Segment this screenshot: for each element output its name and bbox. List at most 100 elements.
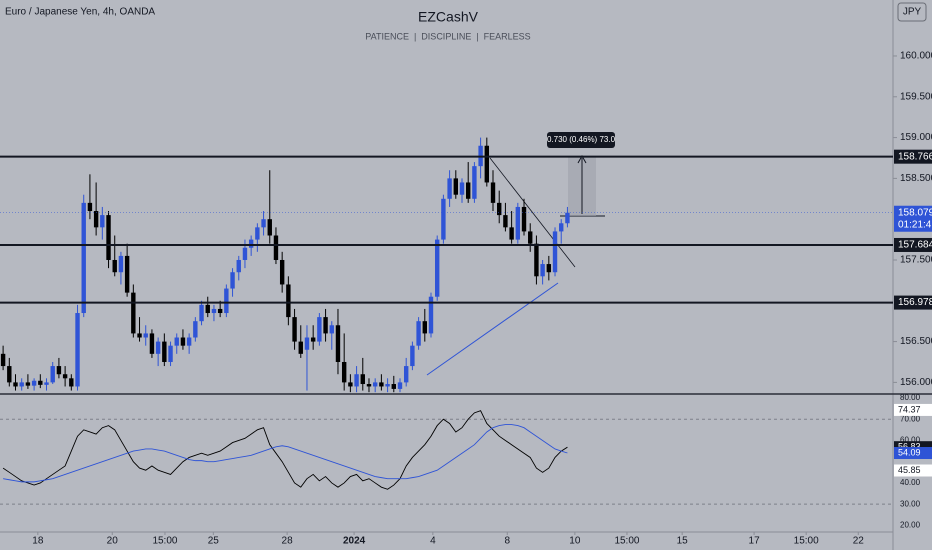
currency-button[interactable] xyxy=(897,2,927,22)
marker-label: 74.37 xyxy=(898,404,921,414)
x-tick-label: 15 xyxy=(677,536,689,547)
countdown: 01:21:41 xyxy=(898,219,932,230)
candle-body xyxy=(211,308,217,314)
x-tick-label: 8 xyxy=(504,536,510,547)
candle-body xyxy=(217,308,223,314)
rsi-tick-label: 70.00 xyxy=(900,414,921,423)
candle-body xyxy=(267,219,272,236)
candle-body xyxy=(397,382,403,389)
candle-body xyxy=(410,345,415,367)
y-tick-label: 160.000 xyxy=(900,51,932,62)
candle-body xyxy=(93,211,99,228)
x-tick-label: 25 xyxy=(208,536,220,547)
marker-box xyxy=(894,464,932,477)
candle-body xyxy=(559,223,564,232)
candle-body xyxy=(38,380,43,385)
level-label: 157.684 xyxy=(898,240,932,251)
candle-body xyxy=(515,206,521,240)
rsi-line xyxy=(3,424,568,483)
y-tick-label: 156.500 xyxy=(900,336,932,347)
x-tick-label: 17 xyxy=(749,536,761,547)
candle-body xyxy=(137,333,142,338)
candle-body xyxy=(44,382,49,385)
candle-body xyxy=(385,384,390,387)
candle-body xyxy=(360,374,365,385)
rsi-tick-label: 20.00 xyxy=(900,521,921,530)
y-tick-label: 159.000 xyxy=(900,132,932,143)
x-tick-label: 20 xyxy=(107,536,119,547)
candle-body xyxy=(31,380,37,386)
x-tick-label: 22 xyxy=(853,536,865,547)
candle-body xyxy=(540,264,545,277)
x-tick-label: 15:00 xyxy=(152,536,177,547)
candle-body xyxy=(69,378,74,387)
measure-label-box xyxy=(547,132,615,148)
candle-body xyxy=(50,366,55,383)
rsi-tick-label: 40.00 xyxy=(900,478,921,487)
x-tick-label: 28 xyxy=(282,536,294,547)
candle-body xyxy=(354,374,359,387)
level-label-box xyxy=(894,295,932,310)
candle-body xyxy=(372,382,378,387)
candle-body xyxy=(304,337,310,350)
x-tick-label: 10 xyxy=(569,536,581,547)
candle-body xyxy=(509,227,514,240)
candle-body xyxy=(317,317,322,342)
candle-body xyxy=(255,227,260,240)
candle-body xyxy=(416,321,421,346)
marker-box xyxy=(894,403,932,416)
y-tick-label: 156.000 xyxy=(900,377,932,388)
candle-body xyxy=(112,259,117,273)
candle-body xyxy=(335,325,341,362)
candle-body xyxy=(87,202,93,212)
candle-body xyxy=(124,255,130,293)
price-label: 158.079 xyxy=(898,207,932,218)
candle-body xyxy=(62,374,68,379)
candle-body xyxy=(379,382,384,387)
level-label: 158.766 xyxy=(898,151,932,162)
candle-body xyxy=(490,182,496,203)
x-tick-label: 4 xyxy=(430,536,436,547)
level-label-box xyxy=(894,149,932,164)
last-value-label: 56.83 xyxy=(898,442,921,452)
candle-body xyxy=(403,366,409,383)
currency[interactable]: JPY xyxy=(903,7,922,18)
candle-body xyxy=(261,219,266,228)
candle-body xyxy=(168,345,173,362)
last-value-box xyxy=(894,447,932,460)
candle-body xyxy=(497,202,502,216)
candle-body xyxy=(434,239,440,297)
candle-body xyxy=(528,231,533,244)
candle-body xyxy=(224,288,229,314)
candle-body xyxy=(391,384,396,389)
x-tick-label: 2024 xyxy=(343,536,366,547)
candle-body xyxy=(174,337,179,346)
candle-body xyxy=(472,166,477,199)
measure-label: 0.730 (0.46%) 73.0 xyxy=(547,135,616,144)
candle-body xyxy=(310,337,316,342)
trendline xyxy=(489,157,576,268)
level-label: 156.978 xyxy=(898,297,932,308)
candle-body xyxy=(286,284,291,318)
candle-body xyxy=(242,247,248,260)
y-tick-label: 158.500 xyxy=(900,173,932,184)
candle-body xyxy=(534,243,539,277)
subtitle: PATIENCE | DISCIPLINE | FEARLESS xyxy=(365,31,530,41)
rsi-tick-label: 30.00 xyxy=(900,499,921,508)
rsi-tick-label: 60.00 xyxy=(900,436,921,445)
candle-body xyxy=(366,384,372,387)
candle-body xyxy=(100,215,105,228)
candle-body xyxy=(298,341,303,354)
x-tick-label: 15:00 xyxy=(614,536,639,547)
candle-body xyxy=(155,341,161,354)
candle-body xyxy=(143,333,148,338)
candle-body xyxy=(0,353,6,367)
candle-body xyxy=(459,182,465,195)
candle-body xyxy=(199,304,204,322)
marker-label: 45.85 xyxy=(898,465,921,475)
candle-body xyxy=(248,239,254,248)
candle-body xyxy=(466,182,471,199)
candle-body xyxy=(329,325,334,334)
candle-body xyxy=(131,292,136,334)
